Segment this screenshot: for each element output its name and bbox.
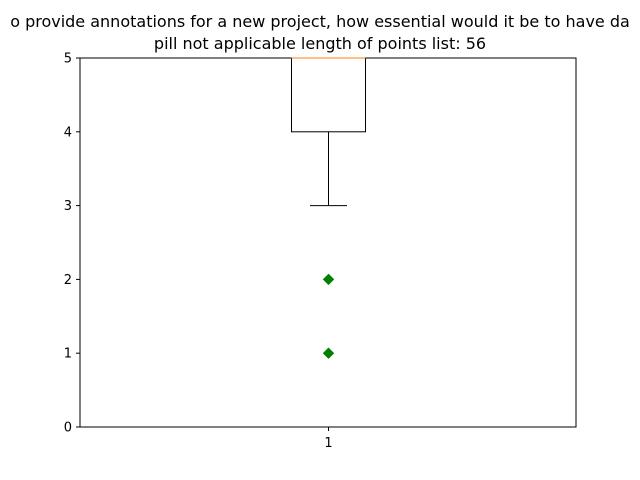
y-tick-label: 3 [64, 199, 72, 214]
box-body [291, 57, 366, 133]
y-tick-label: 5 [64, 52, 72, 67]
axes-frame [79, 57, 577, 428]
outlier-point [322, 273, 335, 286]
chart-title-line-1: o provide annotations for a new project,… [10, 12, 630, 31]
x-tick-label: 1 [324, 436, 332, 451]
chart-title-line-2: pill not applicable length of points lis… [153, 34, 487, 53]
outlier-point [322, 347, 335, 359]
y-tick-label: 0 [64, 421, 72, 436]
y-tick-label: 2 [64, 273, 72, 288]
y-tick-label: 1 [64, 347, 72, 362]
y-tick-label: 4 [64, 125, 72, 140]
